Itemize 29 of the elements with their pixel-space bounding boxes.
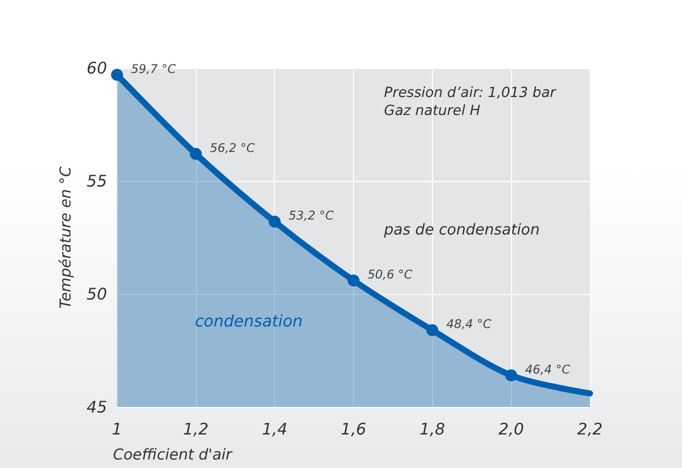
annotation: Pression d’air: 1,013 bar: [384, 85, 557, 101]
y-tick-label: 60: [86, 58, 107, 78]
x-tick-label: 1,6: [340, 420, 366, 438]
data-label: 48,4 °C: [446, 317, 492, 332]
point: [348, 274, 360, 286]
data-label: 46,4 °C: [525, 362, 571, 376]
x-tick-label: 1,8: [420, 420, 446, 438]
annotation: pas de condensation: [383, 220, 540, 238]
annotation: condensation: [195, 312, 303, 330]
x-tick-label: 2,2: [577, 420, 603, 438]
y-axis-title: Température en °C: [56, 166, 74, 309]
y-tick-label: 55: [86, 172, 107, 190]
point: [111, 68, 123, 81]
x-tick-label: 1: [112, 420, 122, 438]
y-tick-label: 45: [86, 398, 107, 416]
point: [505, 369, 518, 382]
annotation: Gaz naturel H: [384, 103, 481, 119]
data-label: 53,2 °C: [288, 208, 334, 223]
data-label: 59,7 °C: [131, 62, 177, 76]
x-tick-label: 1,4: [262, 420, 288, 438]
y-tick-label: 50: [86, 284, 107, 304]
x-axis-title: Coefficient d'air: [113, 446, 233, 464]
point: [426, 324, 438, 336]
x-tick-label: 2,0: [498, 420, 524, 438]
data-label: 50,6 °C: [368, 267, 414, 282]
point: [190, 148, 202, 160]
x-tick-label: 1,2: [183, 420, 209, 438]
data-label: 56,2 °C: [210, 140, 256, 155]
point: [268, 216, 281, 228]
